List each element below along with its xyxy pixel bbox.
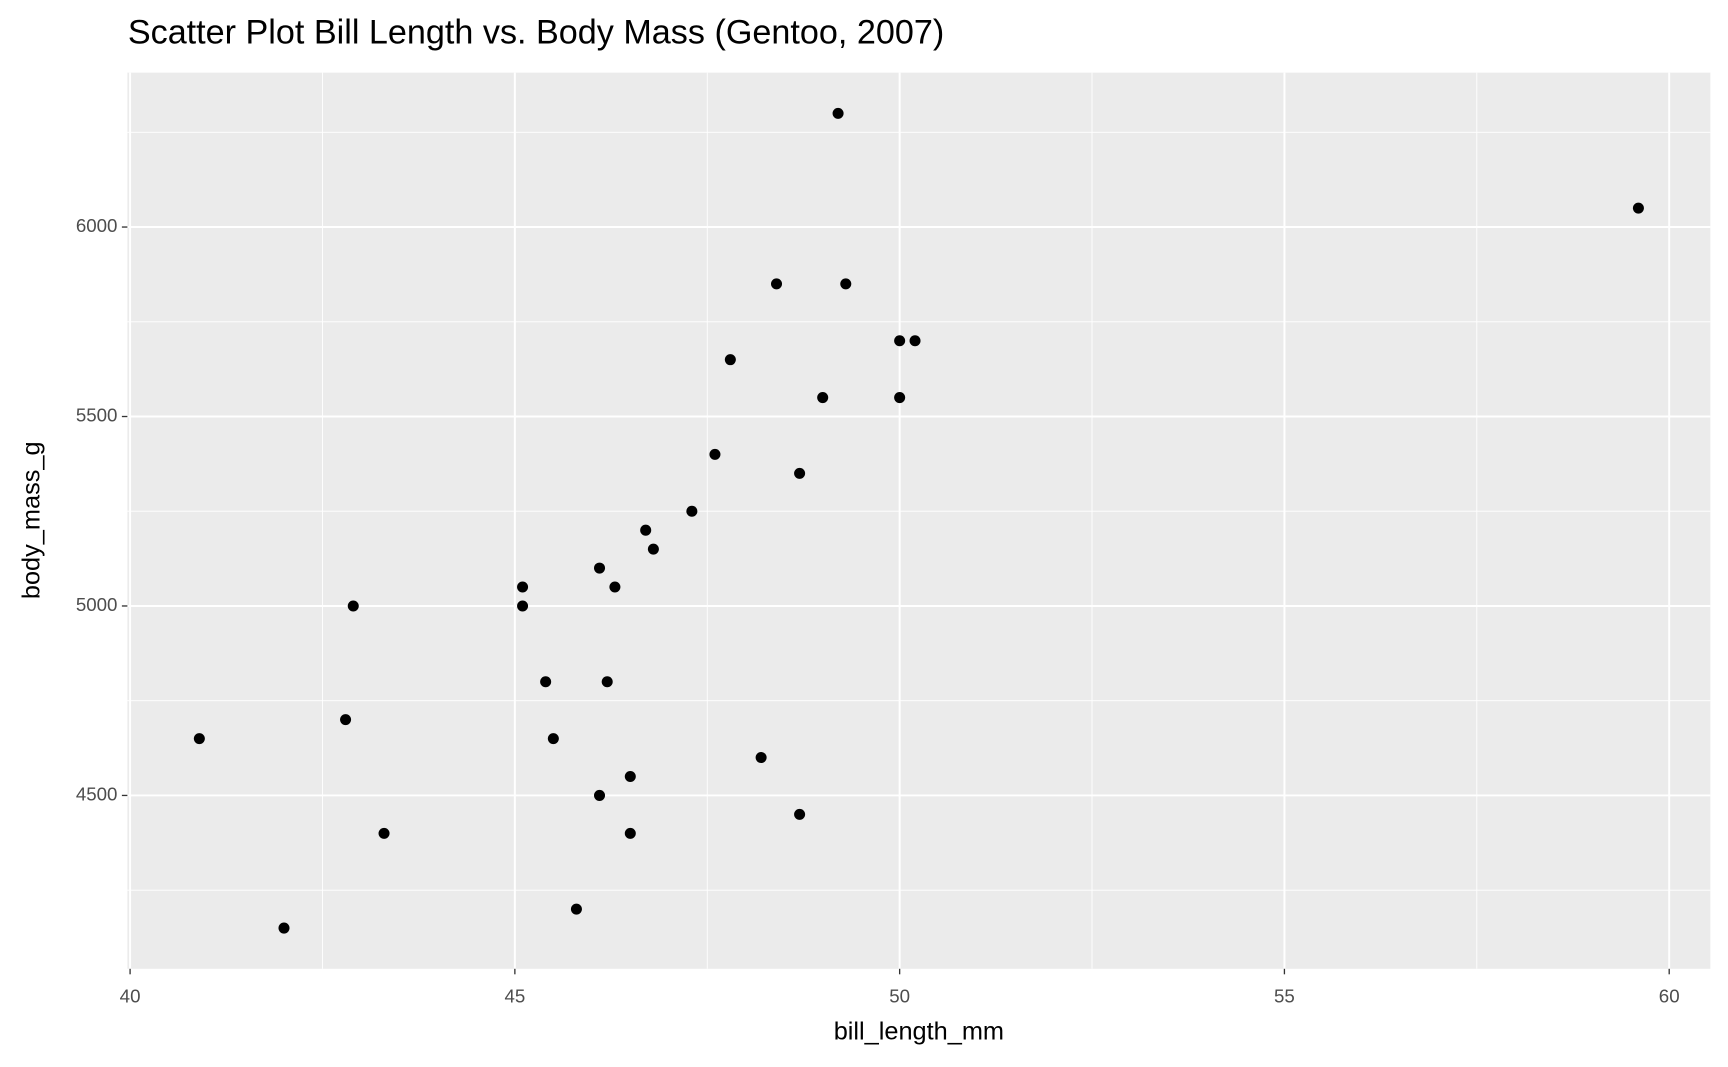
point: [378, 827, 390, 839]
y-tick-label: 5500: [76, 404, 118, 425]
point: [709, 448, 721, 460]
point: [517, 581, 529, 593]
point: [624, 827, 636, 839]
point: [601, 676, 613, 688]
x-tick-label: 45: [504, 985, 525, 1006]
point: [570, 903, 582, 915]
point: [755, 752, 767, 764]
x-tick-label: 50: [889, 985, 910, 1006]
point: [1632, 202, 1644, 214]
point: [594, 562, 606, 574]
point: [794, 808, 806, 820]
y-tick-label: 4500: [76, 783, 118, 804]
point: [894, 392, 906, 404]
point: [193, 733, 205, 745]
point: [832, 107, 844, 119]
plot-panel: [127, 72, 1711, 969]
point: [594, 789, 606, 801]
point: [771, 278, 783, 290]
y-tick-label: 6000: [76, 215, 118, 236]
point: [340, 714, 352, 726]
point: [640, 524, 652, 536]
point: [540, 676, 552, 688]
point: [894, 335, 906, 347]
point: [817, 392, 829, 404]
point: [647, 543, 659, 555]
y-tick-label: 5000: [76, 594, 118, 615]
y-axis-title: body_mass_g: [18, 441, 46, 599]
point: [517, 600, 529, 612]
point: [840, 278, 852, 290]
point: [278, 922, 290, 934]
point: [686, 505, 698, 517]
point: [794, 467, 806, 479]
x-axis-title: bill_length_mm: [834, 1017, 1004, 1045]
chart-title: Scatter Plot Bill Length vs. Body Mass (…: [128, 13, 944, 51]
point: [609, 581, 621, 593]
x-tick-label: 60: [1659, 985, 1680, 1006]
point: [624, 770, 636, 783]
x-tick-label: 40: [120, 985, 141, 1006]
x-tick-label: 55: [1274, 985, 1295, 1006]
point: [724, 354, 736, 366]
point: [347, 600, 359, 612]
point: [547, 733, 559, 745]
point: [909, 335, 921, 347]
